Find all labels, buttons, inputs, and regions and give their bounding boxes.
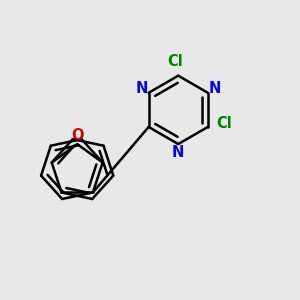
Text: N: N [135, 81, 148, 96]
Text: O: O [71, 128, 83, 142]
Text: Cl: Cl [167, 54, 183, 69]
Text: Cl: Cl [216, 116, 232, 131]
Text: N: N [172, 145, 184, 160]
Text: N: N [209, 81, 221, 96]
